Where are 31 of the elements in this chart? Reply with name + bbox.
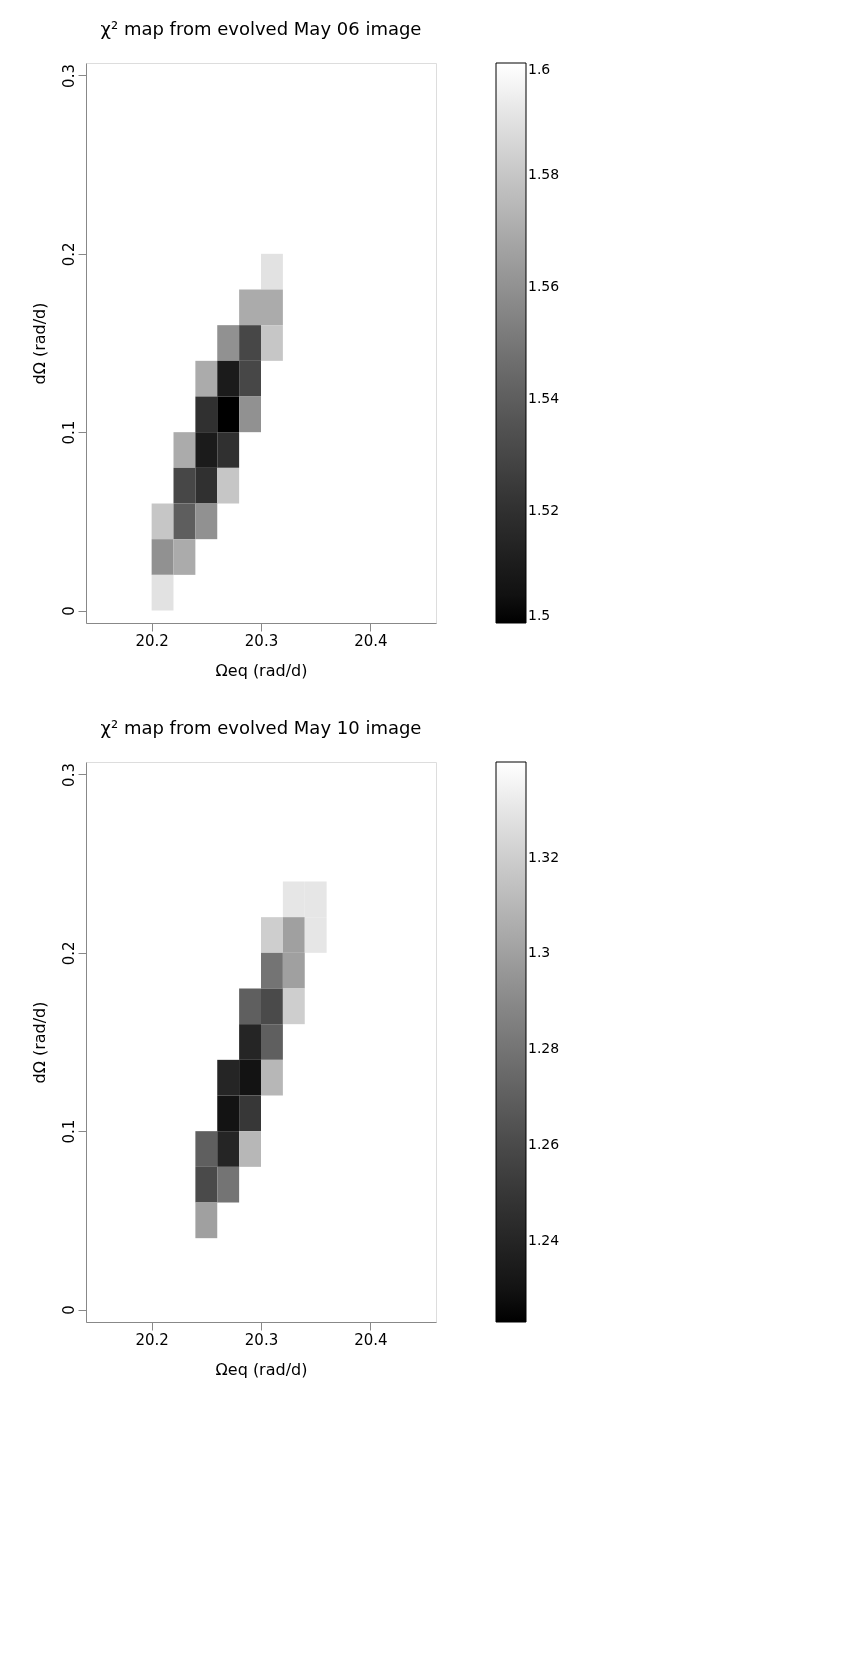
x-tick-label: 20.4	[354, 631, 388, 650]
y-tick-label: 0.1	[59, 1119, 78, 1144]
y-tick-label: 0.1	[59, 420, 78, 445]
color-bar-label: 1.24	[528, 1231, 560, 1248]
x-tick-label: 20.2	[135, 1330, 169, 1349]
y-tick-label: 0	[59, 606, 78, 616]
color-bar-label: 1.54	[528, 390, 560, 406]
color-bar-label: 1.32	[528, 848, 560, 865]
y-tick-label: 0	[59, 1305, 78, 1315]
color-bar-label: 1.58	[528, 166, 560, 182]
color-bar-label: 1.56	[528, 278, 560, 294]
color-bar-label: 1.26	[528, 1135, 560, 1152]
chart-title: χ² map from evolved May 10 image	[100, 717, 422, 738]
y-axis-title: dΩ (rad/d)	[29, 1001, 49, 1084]
color-bar-label: 1.6	[528, 61, 551, 77]
x-tick-label: 20.3	[244, 631, 279, 650]
x-axis-title: Ωeq (rad/d)	[215, 660, 308, 680]
color-bar-label: 1.5	[528, 607, 551, 623]
y-tick-label: 0.3	[59, 763, 78, 787]
y-tick-label: 0.2	[59, 242, 78, 267]
color-bar-label: 1.52	[528, 502, 560, 518]
x-tick-label: 20.3	[244, 1330, 279, 1349]
color-bar-label: 1.28	[528, 1040, 560, 1057]
x-tick-label: 20.2	[135, 631, 169, 650]
y-axis-title: dΩ (rad/d)	[29, 302, 49, 385]
chart-title: χ² map from evolved May 06 image	[100, 18, 422, 39]
x-axis-title: Ωeq (rad/d)	[215, 1359, 308, 1379]
x-tick-label: 20.4	[354, 1330, 388, 1349]
y-tick-label: 0.2	[59, 941, 78, 966]
color-bar-label: 1.3	[528, 944, 551, 961]
y-tick-label: 0.3	[59, 64, 78, 88]
